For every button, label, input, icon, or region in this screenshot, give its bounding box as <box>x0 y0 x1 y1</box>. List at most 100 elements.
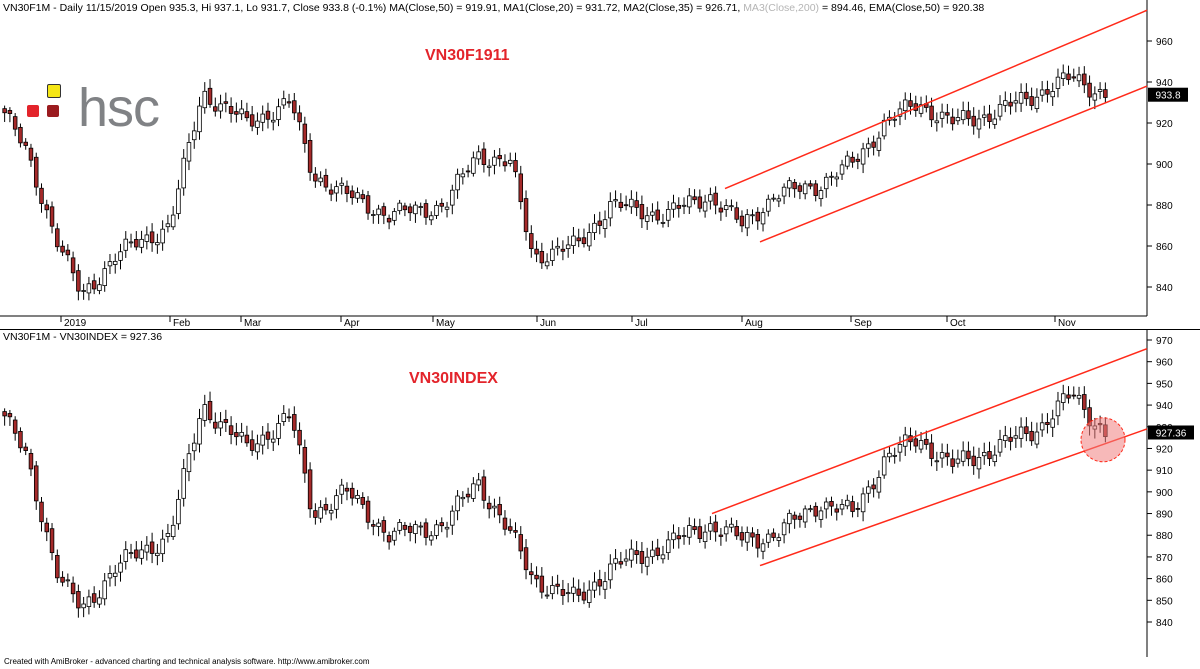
top-candle <box>149 231 155 244</box>
top-candle <box>360 194 366 200</box>
bottom-candle <box>634 550 639 555</box>
bottom-candle <box>202 404 208 421</box>
bottom-candle <box>149 541 155 554</box>
bottom-candle <box>107 573 113 579</box>
bottom-candle <box>297 429 302 446</box>
bottom-candle <box>850 501 855 512</box>
top-candle <box>729 205 734 208</box>
bottom-candle <box>597 579 603 587</box>
bottom-candle <box>718 534 724 537</box>
logo-darkred-square <box>47 105 59 117</box>
bottom-candle <box>1034 431 1040 445</box>
bottom-candle <box>1082 394 1087 410</box>
top-candle <box>813 183 818 196</box>
bottom-candle <box>734 526 739 537</box>
bottom-candle <box>39 501 44 523</box>
top-candle <box>660 222 666 224</box>
bottom-y-tick-label: 900 <box>1156 488 1173 499</box>
top-candle <box>971 115 976 127</box>
top-month-label: Oct <box>950 318 966 329</box>
top-candle <box>123 238 129 251</box>
top-candle <box>960 110 966 121</box>
top-month-label: Jul <box>635 318 648 329</box>
bottom-candle <box>60 576 65 583</box>
top-candle <box>1003 100 1008 106</box>
bottom-candle <box>381 520 387 533</box>
top-candle <box>144 234 150 242</box>
bottom-candle <box>1018 426 1024 439</box>
bottom-candle <box>729 523 734 528</box>
top-candle <box>23 141 28 146</box>
bottom-candle <box>239 431 244 437</box>
bottom-candle <box>1066 394 1071 399</box>
bottom-candle <box>618 561 624 565</box>
bottom-candle <box>1050 418 1055 428</box>
top-candle <box>365 195 371 214</box>
bottom-candle <box>702 531 708 543</box>
top-month-label: Mar <box>244 318 262 329</box>
top-candle <box>460 173 466 178</box>
top-y-tick-label: 860 <box>1156 242 1173 253</box>
top-candle <box>444 206 450 210</box>
bottom-candle <box>281 413 287 422</box>
bottom-candle <box>328 510 334 514</box>
bottom-candle <box>355 494 360 500</box>
bottom-candle <box>450 510 455 526</box>
top-candle <box>281 98 287 106</box>
top-candle <box>65 249 71 256</box>
top-candle <box>534 248 539 255</box>
bottom-candle <box>713 521 718 533</box>
bottom-candle <box>176 498 181 525</box>
bottom-candle <box>523 547 529 571</box>
bottom-candle <box>360 497 366 505</box>
bottom-candle <box>834 508 840 513</box>
top-candle <box>91 280 97 290</box>
footer-credit: Created with AmiBroker - advanced charti… <box>4 657 370 666</box>
hsc-logo: hsc <box>25 78 185 140</box>
top-candle <box>560 248 566 252</box>
bottom-candle <box>1024 426 1029 434</box>
bottom-candle <box>55 554 60 579</box>
top-candle <box>802 183 808 195</box>
bottom-candle <box>992 454 998 463</box>
top-candle <box>1066 73 1071 81</box>
bottom-candle <box>439 522 445 527</box>
top-candle <box>160 228 165 244</box>
bottom-candle <box>939 452 945 459</box>
top-candle <box>260 113 265 123</box>
bottom-candle <box>44 522 50 533</box>
top-candle <box>476 151 481 160</box>
top-month-label: Feb <box>173 318 191 329</box>
bottom-candle <box>571 586 576 594</box>
bottom-candle <box>929 442 934 459</box>
top-candle <box>102 268 107 286</box>
top-candle <box>439 202 445 207</box>
top-candle <box>97 284 102 291</box>
bottom-candle <box>197 418 202 445</box>
top-candle <box>892 118 897 121</box>
bottom-candle <box>787 512 792 525</box>
top-candle <box>1018 92 1024 104</box>
top-candle <box>581 237 587 245</box>
bottom-candle <box>1013 435 1019 439</box>
bottom-candle <box>397 522 402 531</box>
top-candle <box>349 190 355 199</box>
top-candle <box>381 206 387 216</box>
top-candle <box>592 222 597 234</box>
top-chart-header: VN30F1M - Daily 11/15/2019 Open 935.3, H… <box>3 2 985 14</box>
top-candle <box>49 206 55 227</box>
bottom-candle <box>950 458 955 467</box>
bottom-candle <box>365 500 371 523</box>
bottom-candle <box>507 526 513 531</box>
top-candle <box>523 198 529 233</box>
bottom-candle <box>339 484 344 495</box>
bottom-candle <box>371 524 376 527</box>
top-candle <box>213 106 218 112</box>
top-candle <box>1055 76 1061 89</box>
top-candle <box>397 202 402 212</box>
top-candle <box>681 204 687 207</box>
top-candle <box>650 211 655 216</box>
top-candle <box>1060 72 1066 80</box>
top-candle <box>191 130 197 141</box>
top-candle <box>618 201 624 208</box>
